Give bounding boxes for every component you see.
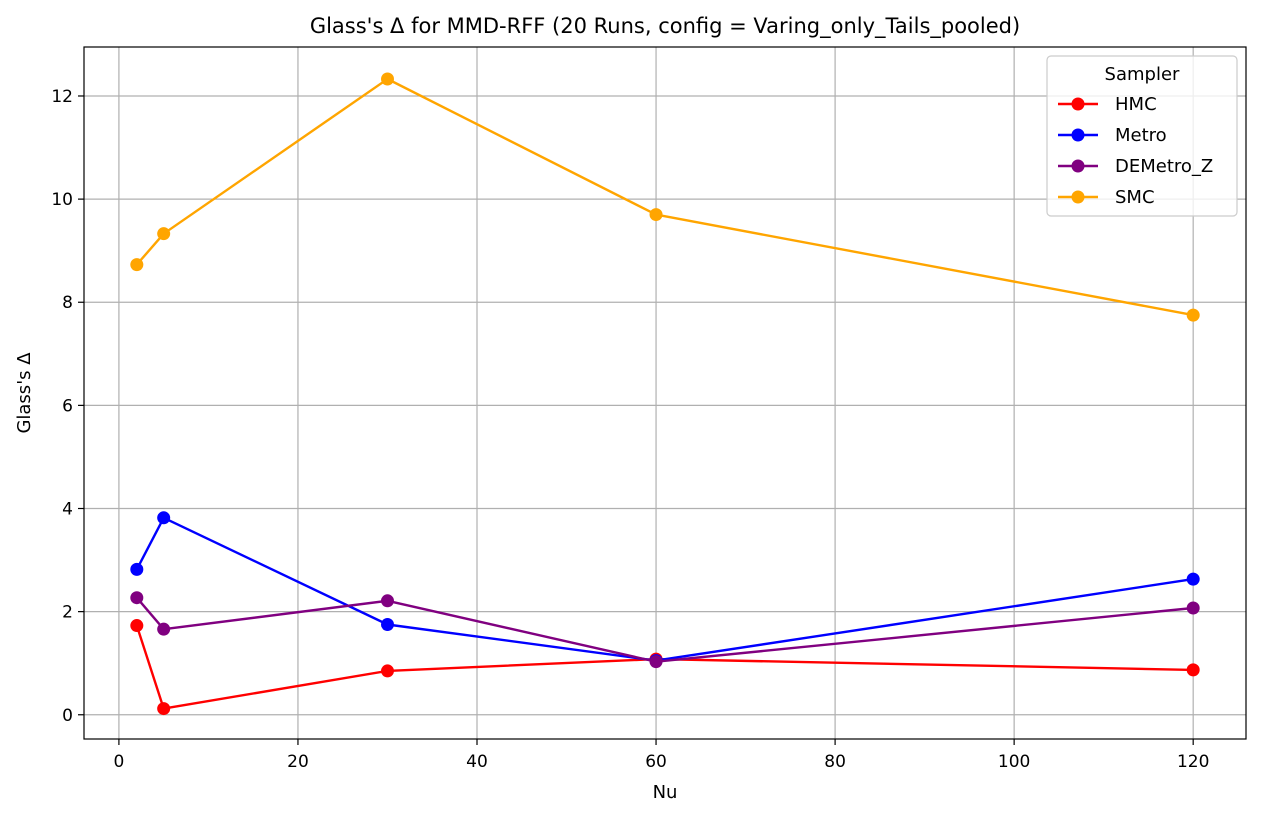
legend-items: HMC Metro DEMetro_Z SMC bbox=[1058, 94, 1213, 208]
chart-title: Glass's Δ for MMD-RFF (20 Runs, config =… bbox=[310, 14, 1020, 39]
legend-item-hmc: HMC bbox=[1058, 94, 1157, 115]
x-tick-label: 80 bbox=[824, 752, 846, 772]
ticks: 0 20 40 60 80 100 120 0 2 4 6 8 10 12 bbox=[51, 87, 1209, 772]
grid bbox=[84, 47, 1246, 739]
data-point-hmc bbox=[1186, 663, 1200, 677]
data-point-hmc bbox=[380, 664, 394, 678]
y-tick-label: 4 bbox=[62, 500, 73, 520]
legend-marker bbox=[1071, 97, 1085, 111]
data-point-smc bbox=[130, 258, 144, 272]
legend-title: Sampler bbox=[1105, 64, 1180, 85]
legend-label: HMC bbox=[1115, 94, 1157, 115]
x-tick-label: 60 bbox=[645, 752, 667, 772]
legend-item-metro: Metro bbox=[1058, 125, 1167, 146]
series-layer bbox=[130, 72, 1200, 716]
legend-label: DEMetro_Z bbox=[1115, 156, 1213, 177]
x-tick-label: 100 bbox=[998, 752, 1030, 772]
y-tick-label: 2 bbox=[62, 603, 73, 623]
x-tick-label: 120 bbox=[1177, 752, 1209, 772]
data-point-metro bbox=[1186, 572, 1200, 586]
data-point-smc bbox=[157, 227, 171, 241]
legend-label: SMC bbox=[1115, 187, 1155, 208]
plot-frame bbox=[83, 46, 1247, 740]
y-tick-label: 12 bbox=[51, 87, 73, 107]
legend-marker bbox=[1071, 159, 1085, 173]
data-point-metro bbox=[130, 562, 144, 576]
data-point-hmc bbox=[130, 619, 144, 633]
data-point-demetro-z bbox=[157, 622, 171, 636]
series-demetro-z bbox=[130, 591, 1200, 669]
legend-marker bbox=[1071, 128, 1085, 142]
legend: Sampler HMC Metro DEMetro_Z SMC bbox=[1046, 55, 1238, 217]
legend-marker bbox=[1071, 190, 1085, 204]
y-tick-label: 8 bbox=[62, 293, 73, 313]
data-point-demetro-z bbox=[380, 594, 394, 608]
data-point-smc bbox=[649, 208, 663, 222]
legend-item-smc: SMC bbox=[1058, 187, 1155, 208]
data-point-metro bbox=[380, 618, 394, 632]
y-tick-label: 10 bbox=[51, 190, 73, 210]
data-point-smc bbox=[380, 72, 394, 86]
y-tick-label: 6 bbox=[62, 396, 73, 416]
x-tick-label: 0 bbox=[113, 752, 124, 772]
x-tick-label: 20 bbox=[287, 752, 309, 772]
y-axis-label: Glass's Δ bbox=[14, 352, 35, 434]
data-point-metro bbox=[157, 511, 171, 525]
y-tick-label: 0 bbox=[62, 706, 73, 726]
data-point-demetro-z bbox=[649, 655, 663, 669]
x-axis-label: Nu bbox=[653, 782, 678, 803]
x-tick-label: 40 bbox=[466, 752, 488, 772]
legend-item-demetro-z: DEMetro_Z bbox=[1058, 156, 1213, 177]
data-point-hmc bbox=[157, 702, 171, 716]
legend-box bbox=[1046, 55, 1238, 217]
series-smc bbox=[130, 72, 1200, 322]
data-point-demetro-z bbox=[130, 591, 144, 605]
data-point-demetro-z bbox=[1186, 601, 1200, 615]
legend-label: Metro bbox=[1115, 125, 1167, 146]
data-point-smc bbox=[1186, 308, 1200, 322]
